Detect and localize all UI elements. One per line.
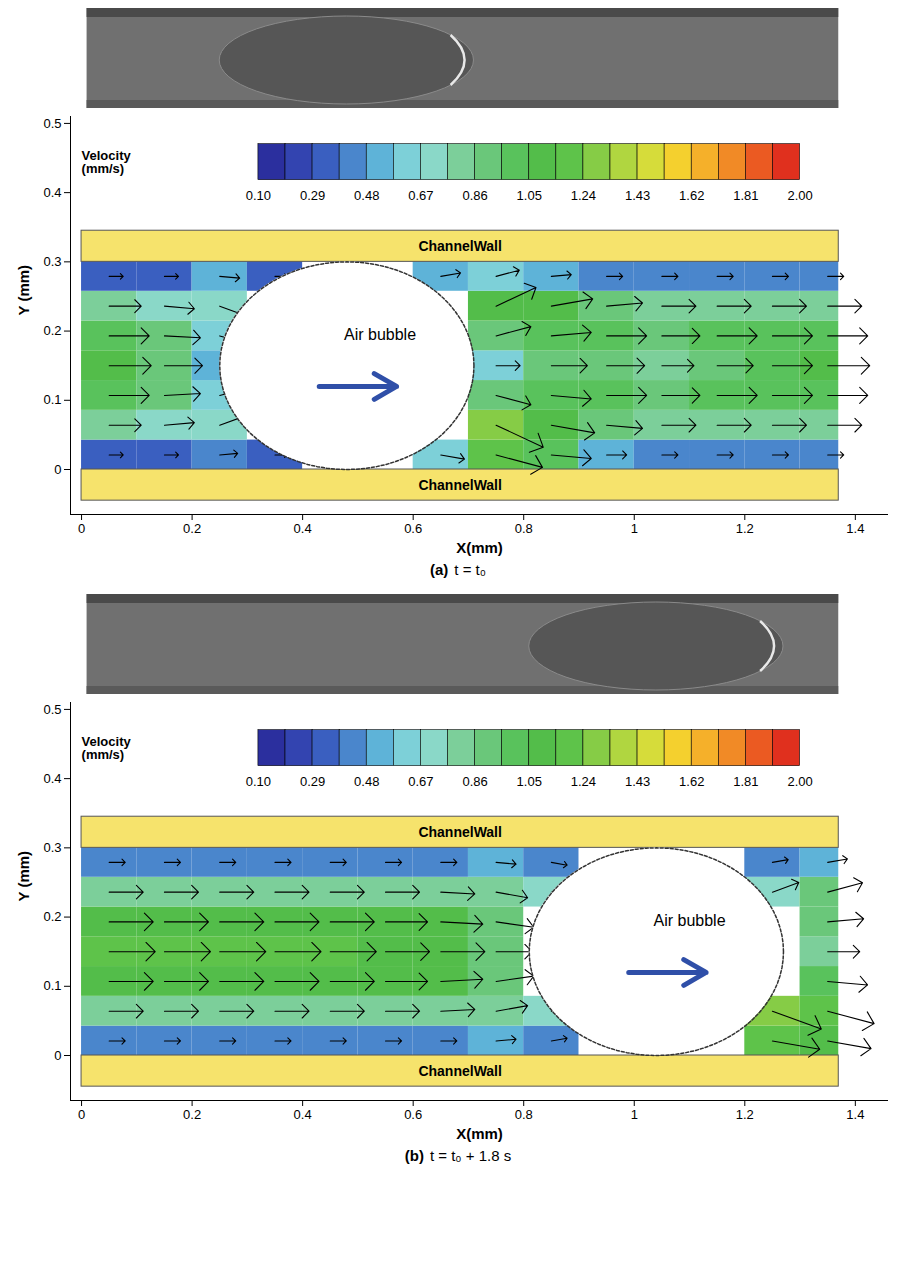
svg-text:1.05: 1.05 [517, 774, 542, 789]
svg-text:Velocity(mm/s): Velocity(mm/s) [82, 734, 132, 762]
svg-text:0.2: 0.2 [183, 1107, 201, 1122]
svg-text:0.5: 0.5 [43, 702, 61, 717]
svg-text:1.43: 1.43 [625, 774, 650, 789]
svg-text:0.2: 0.2 [43, 909, 61, 924]
svg-text:1.24: 1.24 [571, 188, 596, 203]
svg-text:0.86: 0.86 [462, 774, 487, 789]
svg-text:Air bubble: Air bubble [344, 326, 416, 343]
svg-text:0: 0 [54, 462, 61, 477]
svg-text:ChannelWall: ChannelWall [418, 1063, 502, 1079]
svg-text:0: 0 [54, 1048, 61, 1063]
svg-text:0.48: 0.48 [354, 774, 379, 789]
svg-text:2.00: 2.00 [787, 188, 812, 203]
svg-text:1.81: 1.81 [733, 774, 758, 789]
html-text:(a) t = t₀: (a) t = t₀ [430, 561, 486, 578]
svg-text:0.29: 0.29 [300, 774, 325, 789]
svg-text:Y (mm): Y (mm) [15, 851, 32, 902]
svg-text:1.43: 1.43 [625, 188, 650, 203]
html-text:(b) t = t₀ + 1.8 s: (b) t = t₀ + 1.8 s [404, 1147, 512, 1164]
svg-text:Y (mm): Y (mm) [15, 265, 32, 316]
svg-text:0.1: 0.1 [43, 978, 61, 993]
svg-text:0.2: 0.2 [43, 323, 61, 338]
svg-text:1: 1 [631, 1107, 638, 1122]
svg-text:1.2: 1.2 [736, 1107, 754, 1122]
svg-text:1: 1 [631, 521, 638, 536]
svg-text:0.5: 0.5 [43, 116, 61, 131]
svg-text:ChannelWall: ChannelWall [418, 824, 502, 840]
svg-text:0.6: 0.6 [404, 1107, 422, 1122]
svg-text:0.6: 0.6 [404, 521, 422, 536]
svg-text:0: 0 [78, 1107, 85, 1122]
svg-text:0.48: 0.48 [354, 188, 379, 203]
svg-text:0.10: 0.10 [246, 188, 271, 203]
svg-text:0.29: 0.29 [300, 188, 325, 203]
svg-text:1.62: 1.62 [679, 188, 704, 203]
svg-text:X(mm): X(mm) [456, 539, 503, 556]
svg-text:0.10: 0.10 [246, 774, 271, 789]
svg-text:0.4: 0.4 [294, 521, 312, 536]
svg-text:0.2: 0.2 [183, 521, 201, 536]
svg-text:1.4: 1.4 [846, 1107, 864, 1122]
svg-text:ChannelWall: ChannelWall [418, 477, 502, 493]
svg-text:0.67: 0.67 [408, 188, 433, 203]
svg-text:0: 0 [78, 521, 85, 536]
svg-text:X(mm): X(mm) [456, 1125, 503, 1142]
svg-text:1.4: 1.4 [846, 521, 864, 536]
svg-text:0.3: 0.3 [43, 840, 61, 855]
svg-text:1.81: 1.81 [733, 188, 758, 203]
svg-text:0.1: 0.1 [43, 392, 61, 407]
svg-text:0.67: 0.67 [408, 774, 433, 789]
svg-text:Air bubble: Air bubble [654, 912, 726, 929]
svg-text:0.3: 0.3 [43, 254, 61, 269]
svg-text:2.00: 2.00 [787, 774, 812, 789]
svg-text:Velocity(mm/s): Velocity(mm/s) [82, 148, 132, 176]
svg-text:1.62: 1.62 [679, 774, 704, 789]
svg-text:0.86: 0.86 [462, 188, 487, 203]
svg-text:0.8: 0.8 [515, 1107, 533, 1122]
svg-text:0.4: 0.4 [43, 771, 61, 786]
svg-text:1.2: 1.2 [736, 521, 754, 536]
svg-text:0.4: 0.4 [43, 185, 61, 200]
svg-text:0.4: 0.4 [294, 1107, 312, 1122]
svg-text:1.05: 1.05 [517, 188, 542, 203]
svg-text:1.24: 1.24 [571, 774, 596, 789]
svg-text:0.8: 0.8 [515, 521, 533, 536]
svg-text:ChannelWall: ChannelWall [418, 238, 502, 254]
